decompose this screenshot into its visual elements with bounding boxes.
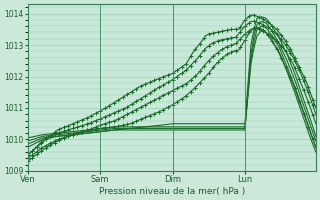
X-axis label: Pression niveau de la mer( hPa ): Pression niveau de la mer( hPa ) — [99, 187, 245, 196]
